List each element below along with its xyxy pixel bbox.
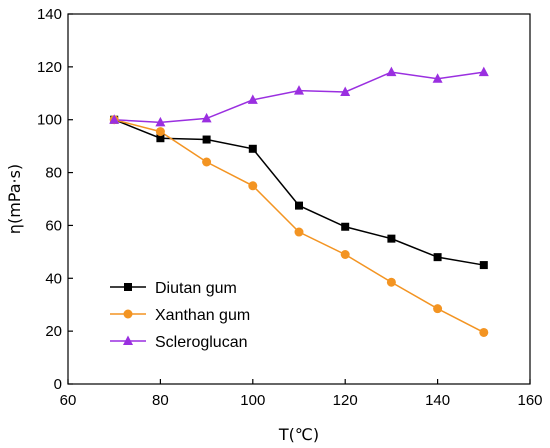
legend-marker-scleroglucan bbox=[123, 335, 133, 345]
legend-item-scleroglucan: Scleroglucan bbox=[110, 334, 248, 351]
y-tick-label-4: 80 bbox=[45, 165, 62, 182]
legend-marker-xanthan-gum bbox=[123, 309, 133, 319]
series-markers bbox=[109, 66, 489, 337]
point-xanthan-gum-6 bbox=[386, 277, 396, 287]
point-diutan-gum-7 bbox=[433, 253, 442, 262]
legend-item-diutan-gum: Diutan gum bbox=[110, 280, 237, 297]
point-xanthan-gum-7 bbox=[433, 304, 443, 314]
x-tick-label-1: 80 bbox=[152, 392, 169, 409]
point-diutan-gum-3 bbox=[248, 144, 257, 153]
series-line-xanthan-gum bbox=[114, 118, 485, 334]
point-scleroglucan-3 bbox=[247, 94, 258, 104]
point-scleroglucan-4 bbox=[294, 85, 304, 95]
axis-ticks: 60 80 100 120 140 160 0 20 40 60 80 100 120 140 bbox=[37, 6, 543, 409]
point-xanthan-gum-8 bbox=[479, 327, 489, 337]
y-tick-label-7: 140 bbox=[37, 6, 62, 23]
legend-label-diutan-gum: Diutan gum bbox=[155, 280, 237, 297]
y-tick-label-1: 20 bbox=[45, 323, 62, 340]
point-diutan-gum-4 bbox=[295, 201, 303, 210]
x-tick-label-3: 120 bbox=[333, 392, 358, 409]
y-tick-label-5: 100 bbox=[37, 112, 62, 129]
y-axis-title: η(mPa·s) bbox=[5, 164, 24, 234]
point-scleroglucan-8 bbox=[478, 66, 489, 77]
y-tick-label-6: 120 bbox=[37, 59, 62, 76]
point-xanthan-gum-4 bbox=[294, 227, 304, 237]
point-scleroglucan-5 bbox=[340, 86, 351, 96]
x-tick-label-0: 60 bbox=[60, 392, 77, 409]
point-scleroglucan-1 bbox=[155, 116, 166, 127]
point-scleroglucan-6 bbox=[386, 66, 397, 77]
y-tick-label-2: 40 bbox=[45, 270, 62, 287]
point-xanthan-gum-2 bbox=[202, 157, 212, 167]
legend: Diutan gum Xanthan gum Scleroglucan bbox=[110, 280, 250, 351]
y-tick-label-0: 0 bbox=[54, 376, 62, 393]
point-scleroglucan-2 bbox=[201, 112, 212, 123]
point-xanthan-gum-1 bbox=[155, 127, 165, 137]
x-tick-label-4: 140 bbox=[425, 392, 450, 409]
legend-label-scleroglucan: Scleroglucan bbox=[155, 334, 248, 351]
point-diutan-gum-5 bbox=[341, 222, 350, 231]
point-xanthan-gum-3 bbox=[248, 181, 258, 191]
point-xanthan-gum-5 bbox=[340, 250, 350, 259]
point-scleroglucan-7 bbox=[432, 73, 443, 83]
x-axis-title: T(℃) bbox=[278, 425, 319, 444]
point-diutan-gum-1 bbox=[156, 134, 165, 143]
x-tick-label-2: 100 bbox=[240, 392, 265, 409]
legend-item-xanthan-gum: Xanthan gum bbox=[110, 307, 250, 324]
y-tick-label-3: 60 bbox=[45, 217, 62, 234]
series-line-scleroglucan bbox=[114, 71, 484, 124]
point-diutan-gum-2 bbox=[202, 135, 211, 144]
series-line-diutan-gum bbox=[113, 119, 484, 266]
point-diutan-gum-6 bbox=[387, 234, 396, 243]
plot-frame bbox=[67, 13, 531, 385]
point-scleroglucan-0 bbox=[109, 114, 120, 124]
x-tick-label-5: 160 bbox=[517, 392, 542, 409]
point-diutan-gum-8 bbox=[479, 261, 488, 270]
legend-label-xanthan-gum: Xanthan gum bbox=[155, 307, 250, 324]
legend-marker-diutan-gum bbox=[124, 283, 132, 291]
